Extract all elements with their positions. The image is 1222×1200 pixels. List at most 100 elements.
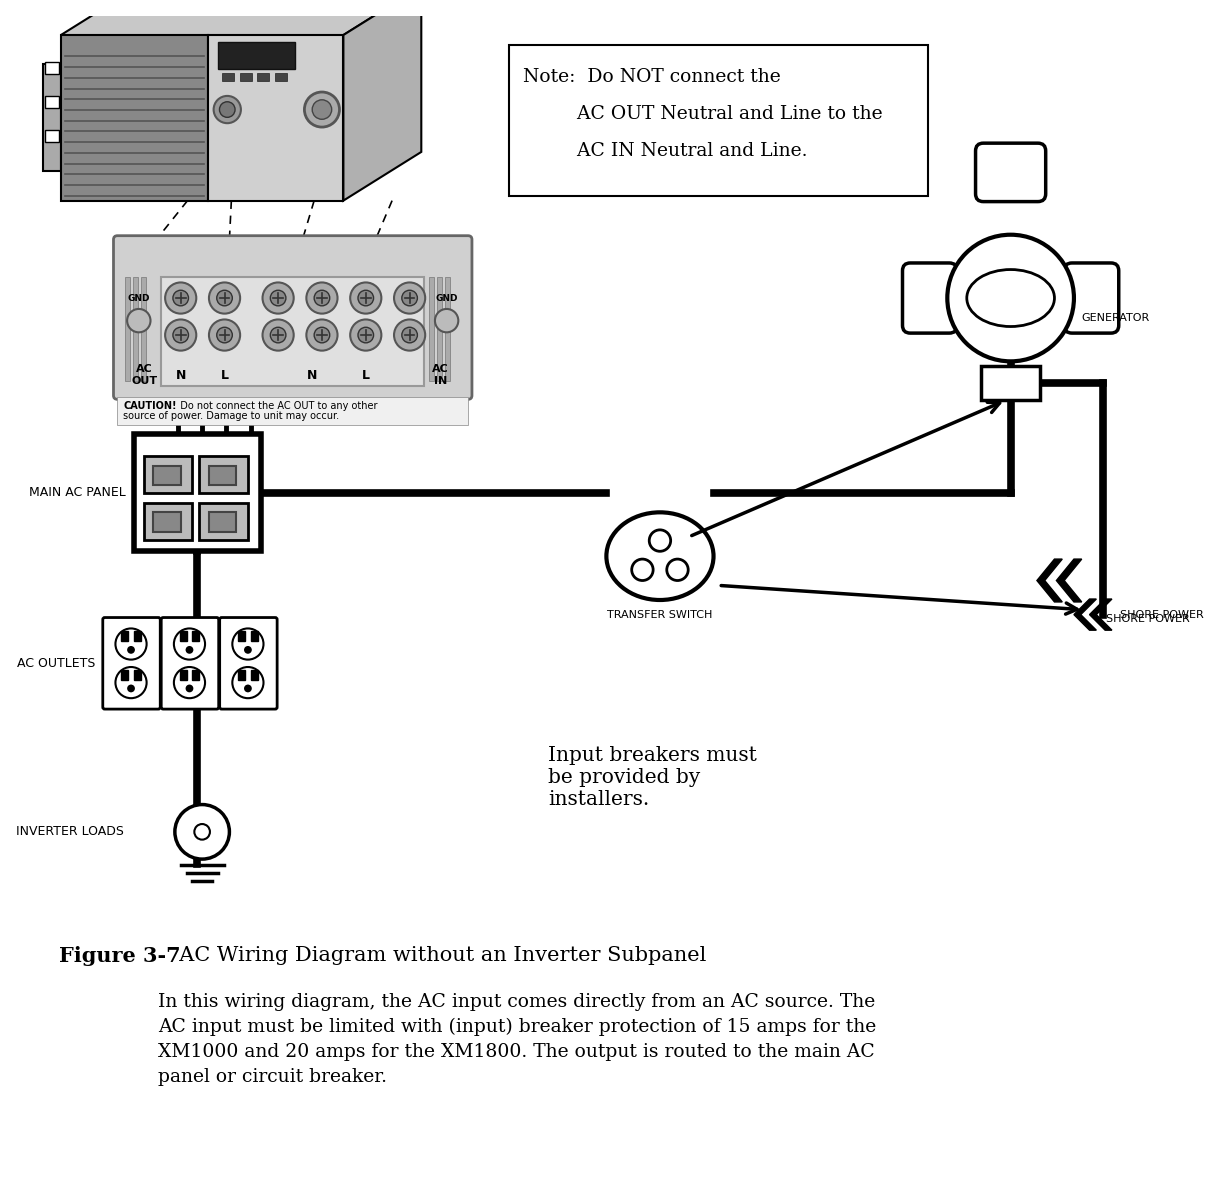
Bar	[199, 503, 248, 540]
Bar	[240, 73, 252, 80]
Text: GND: GND	[435, 294, 458, 304]
Circle shape	[216, 328, 232, 343]
Circle shape	[115, 667, 147, 698]
Circle shape	[214, 96, 241, 124]
Polygon shape	[1090, 599, 1112, 630]
Bar	[121, 631, 128, 641]
Bar	[144, 456, 192, 493]
Circle shape	[358, 328, 374, 343]
Bar	[180, 631, 187, 641]
Circle shape	[402, 290, 418, 306]
Circle shape	[312, 100, 331, 119]
FancyBboxPatch shape	[1064, 263, 1119, 334]
Bar	[222, 73, 235, 80]
Polygon shape	[343, 0, 422, 200]
Text: INVERTER LOADS: INVERTER LOADS	[16, 826, 125, 839]
Text: N: N	[176, 368, 186, 382]
Bar	[192, 670, 199, 679]
Text: GND: GND	[127, 294, 150, 304]
Text: L: L	[362, 368, 370, 382]
Bar	[154, 512, 181, 532]
Text: AC OUT Neutral and Line to the: AC OUT Neutral and Line to the	[523, 106, 882, 124]
Bar	[134, 670, 141, 679]
Polygon shape	[1037, 559, 1062, 602]
Circle shape	[649, 530, 671, 551]
Bar	[45, 131, 59, 142]
Bar	[209, 512, 236, 532]
Text: AC
IN: AC IN	[433, 364, 450, 385]
FancyBboxPatch shape	[103, 618, 160, 709]
FancyBboxPatch shape	[114, 235, 472, 400]
Text: TRANSFER SWITCH: TRANSFER SWITCH	[607, 610, 712, 619]
Text: AC
OUT: AC OUT	[132, 364, 158, 385]
Text: AC IN Neutral and Line.: AC IN Neutral and Line.	[523, 142, 807, 160]
FancyBboxPatch shape	[903, 263, 957, 334]
Bar	[45, 62, 59, 74]
Text: Note:  Do NOT connect the: Note: Do NOT connect the	[523, 68, 781, 86]
Bar	[238, 631, 244, 641]
Circle shape	[244, 684, 252, 692]
Circle shape	[220, 102, 235, 118]
FancyBboxPatch shape	[220, 618, 277, 709]
Circle shape	[216, 290, 232, 306]
Bar	[133, 277, 138, 380]
Circle shape	[175, 804, 230, 859]
Circle shape	[115, 629, 147, 660]
Text: Input breakers must
be provided by
installers.: Input breakers must be provided by insta…	[547, 746, 756, 809]
Bar	[199, 456, 248, 493]
Bar	[161, 277, 424, 385]
FancyBboxPatch shape	[161, 618, 219, 709]
Bar	[154, 466, 181, 485]
Circle shape	[232, 667, 264, 698]
Polygon shape	[43, 65, 61, 172]
Circle shape	[351, 319, 381, 350]
Bar	[251, 670, 258, 679]
Bar	[209, 466, 236, 485]
Circle shape	[263, 282, 293, 313]
Bar	[275, 73, 287, 80]
Circle shape	[402, 328, 418, 343]
Ellipse shape	[967, 270, 1055, 326]
Circle shape	[307, 282, 337, 313]
Circle shape	[172, 290, 188, 306]
Text: AC OUTLETS: AC OUTLETS	[17, 656, 95, 670]
Circle shape	[358, 290, 374, 306]
Bar	[192, 631, 199, 641]
Bar	[510, 44, 927, 196]
Bar	[61, 35, 208, 200]
Text: SHORE POWER: SHORE POWER	[1119, 610, 1204, 619]
Text: Do not connect the AC OUT to any other: Do not connect the AC OUT to any other	[174, 401, 378, 412]
Bar	[218, 42, 296, 70]
Circle shape	[165, 319, 197, 350]
Text: N: N	[307, 368, 318, 382]
Bar	[437, 277, 442, 380]
Bar	[981, 366, 1040, 401]
Bar	[258, 73, 269, 80]
Circle shape	[393, 282, 425, 313]
Circle shape	[127, 684, 134, 692]
Ellipse shape	[606, 512, 714, 600]
Circle shape	[667, 559, 688, 581]
Polygon shape	[1074, 599, 1096, 630]
Circle shape	[351, 282, 381, 313]
Bar	[121, 670, 128, 679]
Circle shape	[165, 282, 197, 313]
Bar	[117, 397, 468, 425]
Text: L: L	[220, 368, 229, 382]
Circle shape	[314, 290, 330, 306]
Circle shape	[232, 629, 264, 660]
Circle shape	[209, 319, 241, 350]
Polygon shape	[1056, 559, 1081, 602]
Bar	[238, 670, 244, 679]
Circle shape	[172, 328, 188, 343]
Circle shape	[127, 646, 134, 654]
Circle shape	[947, 235, 1074, 361]
Bar	[134, 434, 260, 551]
Circle shape	[304, 92, 340, 127]
Bar	[180, 670, 187, 679]
Circle shape	[632, 559, 653, 581]
Bar	[125, 277, 130, 380]
Circle shape	[174, 629, 205, 660]
Circle shape	[314, 328, 330, 343]
Circle shape	[209, 282, 241, 313]
